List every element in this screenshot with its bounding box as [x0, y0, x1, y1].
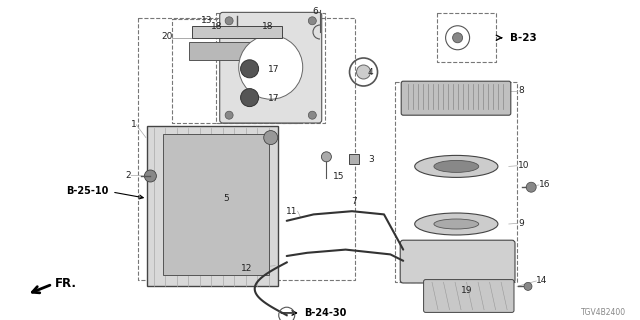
Ellipse shape — [415, 213, 498, 235]
Text: 18: 18 — [211, 22, 223, 31]
Text: 7: 7 — [351, 197, 357, 206]
Circle shape — [452, 33, 463, 43]
Text: 17: 17 — [268, 94, 279, 103]
FancyBboxPatch shape — [147, 126, 278, 286]
Ellipse shape — [434, 219, 479, 229]
FancyBboxPatch shape — [349, 154, 359, 164]
Text: B-25-10: B-25-10 — [67, 186, 109, 196]
Ellipse shape — [434, 160, 479, 172]
FancyBboxPatch shape — [400, 240, 515, 283]
Ellipse shape — [239, 35, 303, 99]
FancyBboxPatch shape — [424, 280, 514, 312]
Circle shape — [526, 182, 536, 192]
Text: 4: 4 — [368, 68, 374, 77]
Text: 6: 6 — [312, 7, 318, 16]
Text: 15: 15 — [333, 172, 344, 181]
Text: 1: 1 — [131, 120, 136, 129]
Text: 10: 10 — [518, 161, 530, 170]
Circle shape — [241, 60, 259, 78]
Text: 2: 2 — [125, 171, 131, 180]
Text: TGV4B2400: TGV4B2400 — [580, 308, 626, 317]
Text: 14: 14 — [536, 276, 548, 285]
Text: 12: 12 — [241, 264, 253, 273]
Circle shape — [225, 111, 233, 119]
Circle shape — [145, 170, 156, 182]
Text: 11: 11 — [286, 207, 298, 216]
FancyBboxPatch shape — [192, 26, 282, 38]
Text: 5: 5 — [223, 194, 229, 203]
FancyBboxPatch shape — [401, 81, 511, 115]
Circle shape — [308, 17, 316, 25]
Text: 17: 17 — [268, 65, 279, 74]
Text: 9: 9 — [518, 219, 524, 228]
Circle shape — [356, 65, 371, 79]
Text: 8: 8 — [518, 86, 524, 95]
Circle shape — [241, 89, 259, 107]
Text: B-23: B-23 — [510, 33, 537, 43]
Circle shape — [225, 17, 233, 25]
Text: 18: 18 — [262, 22, 274, 31]
Circle shape — [308, 111, 316, 119]
FancyBboxPatch shape — [220, 12, 322, 123]
Text: 16: 16 — [539, 180, 550, 189]
Text: 13: 13 — [201, 16, 212, 25]
Text: B-24-30: B-24-30 — [304, 308, 346, 318]
Text: FR.: FR. — [55, 277, 77, 290]
Text: 3: 3 — [368, 155, 374, 164]
Circle shape — [264, 131, 278, 145]
Circle shape — [321, 152, 332, 162]
Text: 20: 20 — [161, 32, 173, 41]
FancyBboxPatch shape — [163, 134, 269, 275]
Circle shape — [524, 282, 532, 291]
Text: 19: 19 — [461, 286, 473, 295]
FancyBboxPatch shape — [189, 42, 275, 60]
Ellipse shape — [415, 156, 498, 177]
